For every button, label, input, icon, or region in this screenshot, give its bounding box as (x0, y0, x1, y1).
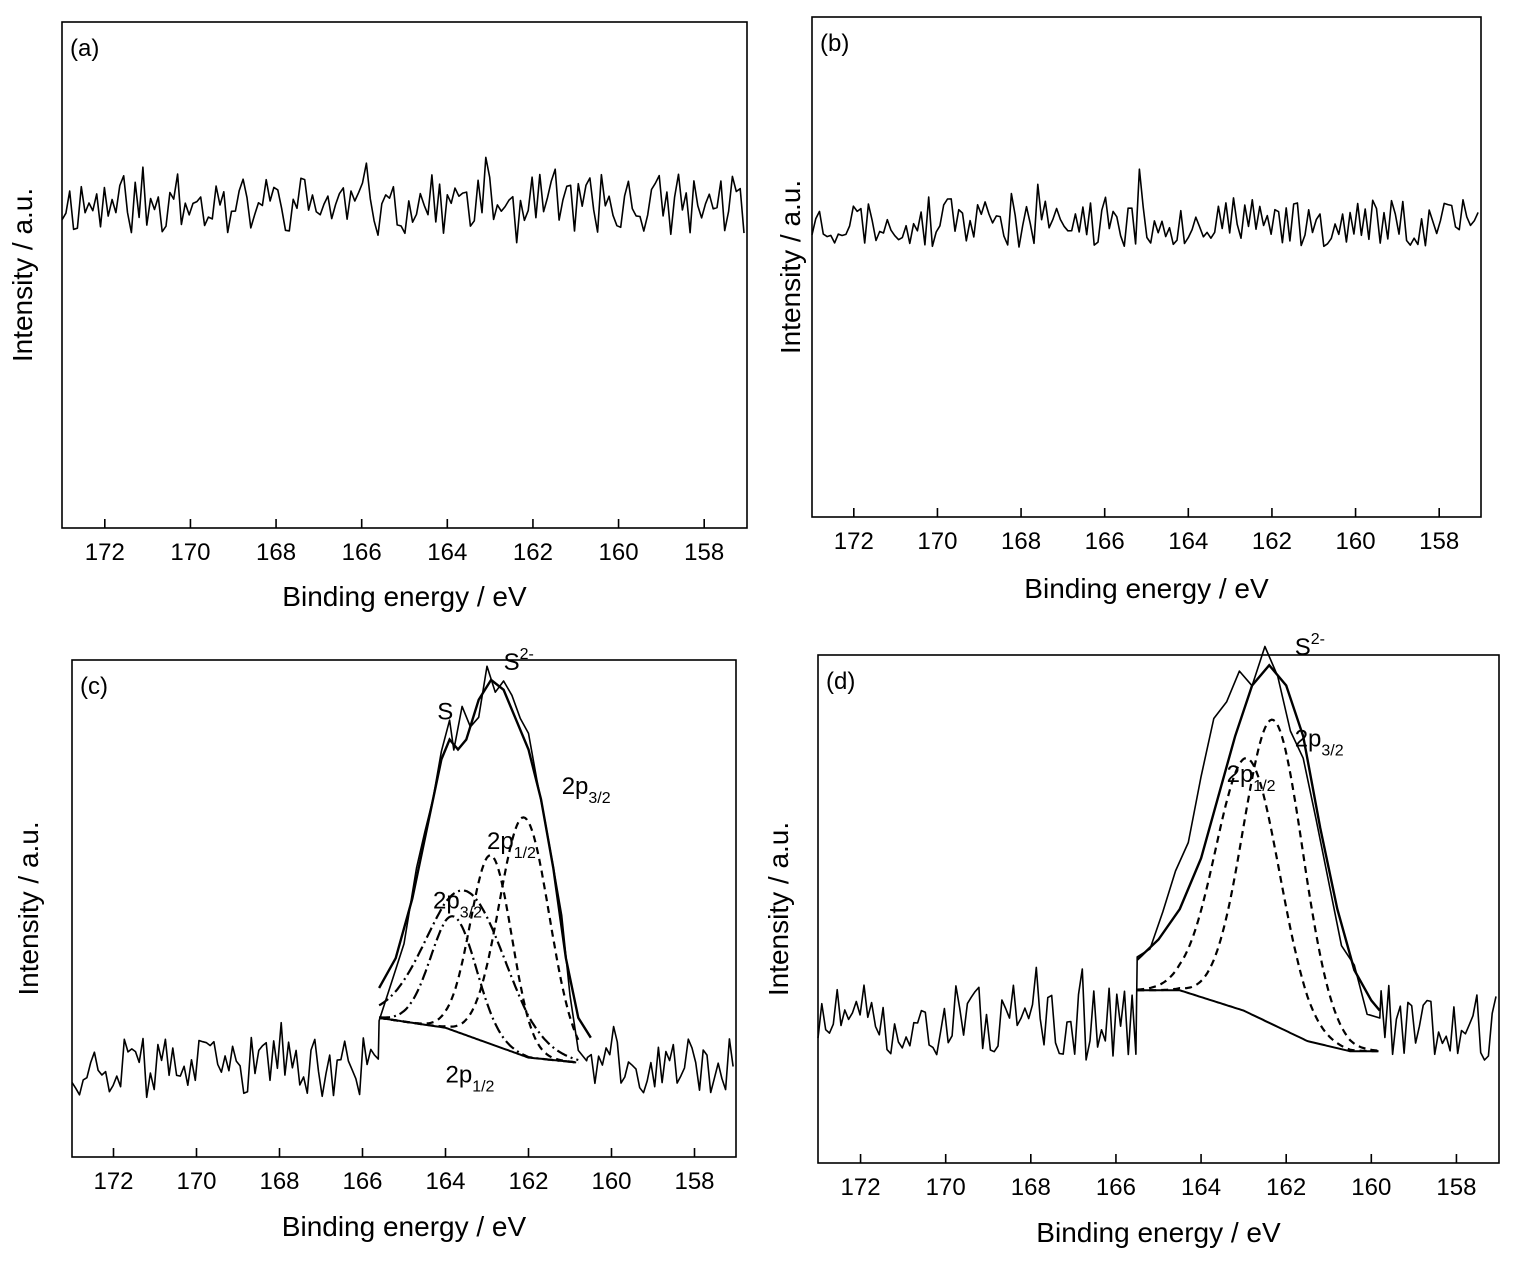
peak-annotation: S2- (504, 646, 534, 676)
fit-envelope (1136, 663, 1381, 1012)
x-tick-label: 172 (85, 539, 125, 566)
peak-annotation: 2p3/2 (562, 773, 611, 807)
x-tick-label: 160 (599, 539, 639, 566)
annotation-main: S (1295, 634, 1311, 661)
x-tick-label: 158 (674, 1168, 714, 1195)
annotation-subscript: 3/2 (460, 905, 482, 922)
x-axis-title: Binding energy / eV (1036, 1217, 1281, 1248)
x-tick-label: 164 (427, 539, 467, 566)
x-tick-label: 170 (926, 1174, 966, 1201)
spectrum-line (61, 156, 745, 244)
annotation-subscript: 1/2 (514, 845, 536, 862)
x-tick-label: 164 (425, 1168, 465, 1195)
peak-annotation: 2p1/2 (487, 828, 536, 862)
peak-annotation: 2p3/2 (433, 888, 482, 922)
x-axis-title: Binding energy / eV (1024, 573, 1269, 604)
annotation-subscript: 3/2 (588, 790, 610, 807)
panel-label: (c) (80, 673, 108, 700)
x-tick-label: 170 (917, 528, 957, 555)
spectrum-line (811, 168, 1479, 248)
fit-component (1137, 718, 1380, 1052)
panel-c: 172 170 168 166 164 162 160 158 Binding energy /… (13, 646, 737, 1242)
x-tick-label: 162 (508, 1168, 548, 1195)
x-tick-label: 166 (1096, 1174, 1136, 1201)
x-tick-label: 166 (342, 539, 382, 566)
x-tick-label: 164 (1168, 528, 1208, 555)
x-tick-label: 162 (1252, 528, 1292, 555)
x-tick-label: 168 (1001, 528, 1041, 555)
x-tick-label: 166 (342, 1168, 382, 1195)
x-tick-label: 172 (841, 1174, 881, 1201)
x-tick-label: 172 (834, 528, 874, 555)
x-tick-label: 168 (256, 539, 296, 566)
panel-label: (d) (826, 668, 855, 695)
x-tick-label: 160 (1351, 1174, 1391, 1201)
fit-component (379, 915, 579, 1064)
x-tick-label: 160 (1336, 528, 1376, 555)
annotation-main: S (437, 699, 453, 726)
panel-b: 172 170 168 166 164 162 160 158 Binding energy /… (775, 16, 1482, 604)
annotation-main: 2p (562, 773, 589, 800)
spectrum-line (817, 645, 1497, 1061)
annotation-subscript: 1/2 (472, 1078, 494, 1095)
x-tick-label: 164 (1181, 1174, 1221, 1201)
x-tick-label: 158 (684, 539, 724, 566)
spectrum-line (71, 665, 734, 1099)
annotation-main: 2p (487, 828, 514, 855)
fit-background (1137, 989, 1378, 1053)
panel-a: 172 170 168 166 164 162 160 158 Binding energy /… (7, 21, 748, 612)
annotation-main: 2p (446, 1061, 473, 1088)
peak-annotation: 2p1/2 (446, 1061, 495, 1095)
y-axis-title: Intensity / a.u. (763, 822, 794, 996)
x-tick-label: 158 (1436, 1174, 1476, 1201)
plot-frame (817, 654, 1500, 1164)
y-axis-title: Intensity / a.u. (7, 188, 38, 362)
fit-envelope (378, 678, 592, 1039)
plot-frame (61, 21, 748, 529)
annotation-main: 2p (1227, 761, 1254, 788)
x-tick-label: 170 (176, 1168, 216, 1195)
fit-component (1137, 757, 1379, 1053)
x-tick-label: 162 (1266, 1174, 1306, 1201)
peak-annotation: S (437, 699, 453, 726)
annotation-subscript: 1/2 (1253, 778, 1275, 795)
panel-label: (b) (820, 30, 849, 57)
peak-annotation: 2p3/2 (1295, 725, 1344, 759)
x-tick-label: 172 (93, 1168, 133, 1195)
panel-d: 172 170 168 166 164 162 160 158 Binding energy /… (763, 631, 1500, 1248)
x-tick-label: 158 (1419, 528, 1459, 555)
y-axis-title: Intensity / a.u. (775, 180, 806, 354)
plot-frame (71, 659, 737, 1158)
plot-frame (811, 16, 1482, 518)
annotation-superscript: 2- (1311, 631, 1325, 648)
annotation-main: 2p (433, 888, 460, 915)
x-axis-title: Binding energy / eV (282, 1211, 527, 1242)
x-tick-label: 166 (1085, 528, 1125, 555)
annotation-main: 2p (1295, 725, 1322, 752)
x-tick-label: 168 (1011, 1174, 1051, 1201)
x-tick-label: 168 (259, 1168, 299, 1195)
x-tick-label: 160 (591, 1168, 631, 1195)
annotation-subscript: 3/2 (1321, 742, 1343, 759)
panel-label: (a) (70, 35, 99, 62)
x-tick-label: 170 (170, 539, 210, 566)
y-axis-title: Intensity / a.u. (13, 821, 44, 995)
x-tick-label: 162 (513, 539, 553, 566)
peak-annotation: 2p1/2 (1227, 761, 1276, 795)
x-axis-title: Binding energy / eV (282, 581, 527, 612)
fit-component (378, 854, 579, 1064)
annotation-main: S (504, 649, 520, 676)
annotation-superscript: 2- (520, 646, 534, 663)
fit-component (378, 816, 580, 1041)
peak-annotation: S2- (1295, 631, 1325, 661)
fit-component (378, 889, 579, 1062)
